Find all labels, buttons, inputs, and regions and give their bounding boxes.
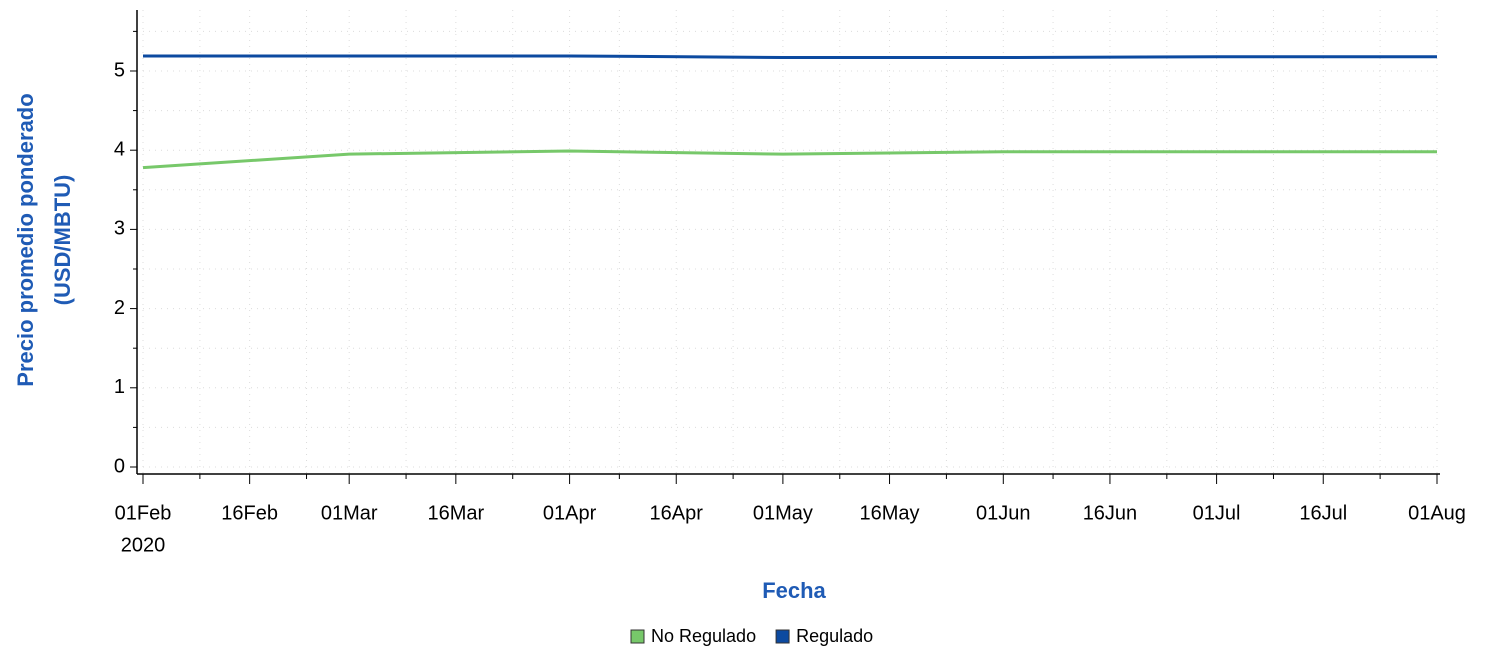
x-tick-label: 01Apr bbox=[543, 502, 597, 524]
y-axis-title: Precio promedio ponderado bbox=[13, 93, 38, 386]
x-tick-label: 16Apr bbox=[650, 502, 704, 524]
y-axis-title: (USD/MBTU) bbox=[50, 175, 75, 306]
x-tick-label: 16Jul bbox=[1299, 502, 1347, 524]
series-line bbox=[142, 149, 1437, 170]
x-tick-label: 01Feb bbox=[115, 502, 172, 524]
x-tick-label: 01Jul bbox=[1193, 502, 1241, 524]
x-year-label: 2020 bbox=[121, 534, 166, 556]
x-tick-label: 16Jun bbox=[1083, 502, 1138, 524]
y-tick-label: 2 bbox=[114, 297, 125, 319]
x-tick-label: 16Mar bbox=[427, 502, 484, 524]
y-tick-label: 4 bbox=[114, 138, 125, 160]
x-axis-title: Fecha bbox=[762, 578, 826, 603]
x-tick-label: 01Aug bbox=[1408, 502, 1466, 524]
x-tick-label: 01Mar bbox=[321, 502, 378, 524]
y-tick-label: 0 bbox=[114, 455, 125, 477]
x-tick-label: 01Jun bbox=[976, 502, 1031, 524]
legend-label: Regulado bbox=[796, 626, 873, 646]
y-tick-label: 5 bbox=[114, 59, 125, 81]
x-tick-label: 01May bbox=[753, 502, 813, 524]
legend-swatch bbox=[775, 629, 790, 644]
legend-label: No Regulado bbox=[651, 626, 756, 646]
y-tick-label: 1 bbox=[114, 376, 125, 398]
legend-swatch bbox=[630, 629, 645, 644]
x-tick-label: 16May bbox=[860, 502, 920, 524]
x-tick-label: 16Feb bbox=[221, 502, 278, 524]
series-line bbox=[143, 54, 1437, 60]
y-tick-label: 3 bbox=[114, 218, 125, 240]
